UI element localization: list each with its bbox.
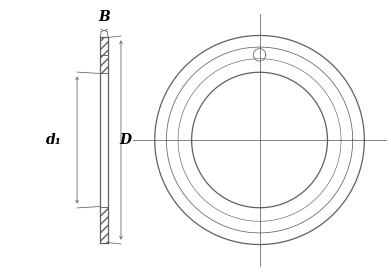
- Bar: [100, 207, 108, 242]
- Text: d₁: d₁: [46, 133, 62, 147]
- Text: B: B: [99, 10, 110, 24]
- Bar: [100, 38, 108, 55]
- Bar: [100, 55, 108, 73]
- Text: D: D: [120, 133, 132, 147]
